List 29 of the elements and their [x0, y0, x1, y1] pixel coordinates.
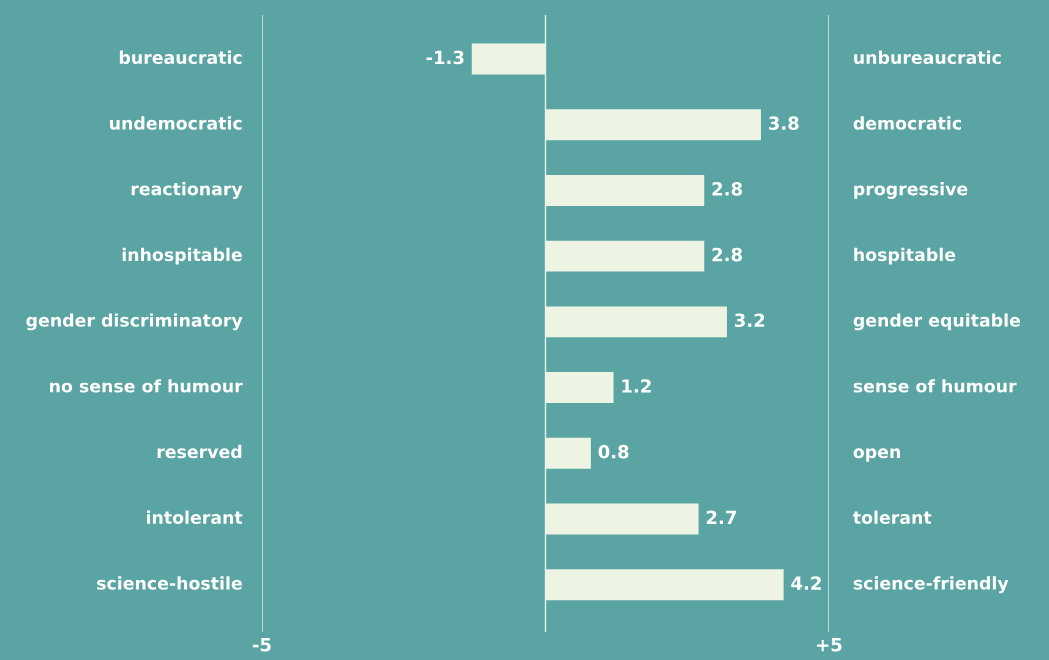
- data-label: -1.3: [426, 50, 464, 65]
- y2-tick-label: open: [853, 448, 900, 462]
- y2-tick-label: tolerant: [853, 510, 932, 525]
- y2-tick-label: democratic: [853, 116, 961, 130]
- data-label: 0.8: [598, 444, 629, 459]
- data-label: 2.7: [706, 510, 736, 524]
- x-tick-label: -5: [252, 638, 271, 652]
- y2-tick-label: hospitable: [854, 247, 956, 265]
- y-tick-label: bureaucratic: [119, 50, 242, 65]
- y-tick-label: undemocratic: [110, 116, 242, 130]
- y-tick-label: reserved: [157, 444, 242, 459]
- y-tick-label: no sense of humour: [50, 379, 243, 393]
- y-tick-label: gender discriminatory: [26, 313, 243, 331]
- y2-tick-label: unbureaucratic: [854, 50, 1001, 65]
- data-label: 1.2: [622, 379, 651, 393]
- y-tick-label: reactionary: [131, 181, 243, 199]
- data-label: 3.2: [734, 313, 765, 328]
- y-tick-label: science-hostile: [97, 576, 242, 590]
- y2-tick-label: sense of humour: [853, 379, 1017, 393]
- y2-tick-label: gender equitable: [853, 313, 1021, 331]
- data-label: 2.8: [712, 182, 742, 196]
- data-label: 3.8: [768, 116, 799, 130]
- x-tick-label: +5: [817, 638, 842, 652]
- y-tick-label: inhospitable: [122, 247, 242, 265]
- y2-tick-label: science-friendly: [853, 576, 1009, 594]
- data-label: 2.8: [712, 247, 742, 262]
- y2-tick-label: progressive: [854, 181, 968, 199]
- data-label: 4.2: [791, 576, 821, 590]
- y-tick-label: intolerant: [146, 510, 243, 525]
